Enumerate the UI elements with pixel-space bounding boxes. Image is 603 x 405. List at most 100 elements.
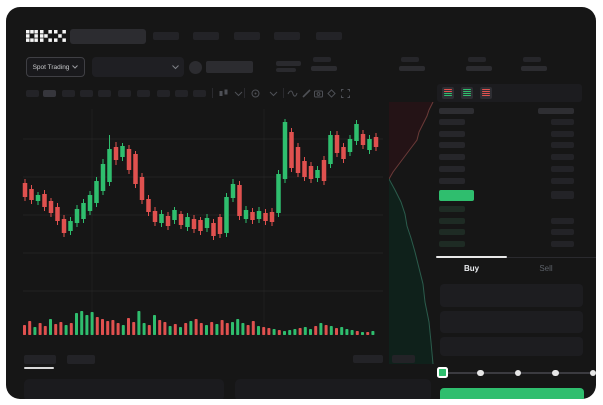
volume-bar <box>288 330 292 335</box>
stat-label-placeholder <box>523 57 541 62</box>
last-price-placeholder <box>276 61 301 66</box>
timeframe-button[interactable] <box>175 90 188 97</box>
chevron-down-icon[interactable] <box>268 88 279 99</box>
candle <box>276 170 281 217</box>
bottom-action-1[interactable] <box>353 355 383 363</box>
price-field[interactable] <box>440 311 583 333</box>
timeframe-button[interactable] <box>137 90 150 97</box>
nav-item[interactable] <box>234 32 260 40</box>
order-type-field[interactable] <box>440 284 583 307</box>
volume-bar <box>184 323 188 335</box>
candle <box>243 206 249 223</box>
slider-stop[interactable] <box>514 369 522 377</box>
timeframe-button[interactable] <box>26 90 39 97</box>
search-input[interactable] <box>70 29 146 44</box>
bottom-tab-order-history[interactable] <box>67 355 95 364</box>
candle <box>328 131 333 168</box>
nav-item[interactable] <box>316 32 342 40</box>
orderbook-ask-row[interactable] <box>439 154 465 161</box>
candle <box>87 191 93 215</box>
tab-buy[interactable]: Buy <box>463 264 480 273</box>
orderbook-ask-row[interactable] <box>439 130 465 137</box>
orderbook-ask-row[interactable] <box>439 142 465 149</box>
candle <box>341 143 346 163</box>
orderbook-ask-row[interactable] <box>439 165 465 172</box>
timeframe-button[interactable] <box>80 90 93 97</box>
buy-submit-button[interactable] <box>440 388 584 399</box>
volume-bar <box>251 321 255 335</box>
stat-label-placeholder <box>313 57 331 62</box>
view-combined-book-icon[interactable] <box>442 87 454 99</box>
orderbook-last-price[interactable] <box>439 190 474 201</box>
orderbook-ask-row[interactable] <box>439 177 465 184</box>
candle <box>74 205 80 227</box>
volume-bar <box>179 327 182 335</box>
volume-bar <box>293 329 297 335</box>
orderbook-ask-row[interactable] <box>439 119 465 125</box>
candle <box>22 179 28 201</box>
candle <box>204 214 210 232</box>
market-type-dropdown[interactable]: Spot Trading <box>26 57 85 77</box>
orderbook-last-amount <box>551 191 574 199</box>
view-asks-only-icon[interactable] <box>480 87 492 99</box>
bottom-action-2[interactable] <box>392 355 415 363</box>
timeframe-button[interactable] <box>98 90 111 97</box>
timeframe-button[interactable] <box>193 90 206 97</box>
nav-item[interactable] <box>193 32 219 40</box>
volume-bar <box>121 325 125 335</box>
volume-bar <box>319 323 323 335</box>
pair-selector-dropdown[interactable] <box>92 57 184 77</box>
amount-field[interactable] <box>440 337 583 356</box>
volume-bar <box>340 327 344 335</box>
indicators-icon[interactable] <box>250 88 261 99</box>
slider-stop[interactable] <box>552 369 559 377</box>
candle <box>61 215 67 237</box>
candle <box>159 210 164 227</box>
camera-icon[interactable] <box>313 88 324 99</box>
volume-bar <box>28 321 32 335</box>
depth-profile <box>389 102 434 365</box>
volume-bar <box>257 326 260 335</box>
slider-stop[interactable] <box>477 369 484 377</box>
timeframe-button[interactable] <box>157 90 170 97</box>
timeframe-button[interactable] <box>118 90 131 97</box>
bottom-tab-open-orders[interactable] <box>24 355 56 364</box>
nav-item[interactable] <box>274 32 300 40</box>
orderbook-bid-row[interactable] <box>439 217 465 224</box>
draw-icon[interactable] <box>301 88 312 99</box>
line-style-icon[interactable] <box>287 88 298 99</box>
candle <box>172 207 177 224</box>
volume-bar <box>199 323 203 335</box>
volume-bar <box>168 326 172 335</box>
candle <box>373 133 379 151</box>
chevron-down-icon[interactable] <box>233 88 244 99</box>
candle <box>347 135 353 156</box>
timeframe-button[interactable] <box>43 90 56 97</box>
volume-bar <box>283 331 286 335</box>
candle <box>120 143 125 161</box>
candle <box>48 198 54 217</box>
price-chart[interactable] <box>6 7 596 399</box>
candle <box>308 162 314 183</box>
timeframe-button[interactable] <box>62 90 75 97</box>
tab-sell[interactable]: Sell <box>539 264 553 273</box>
slider-handle[interactable] <box>437 367 448 378</box>
nav-item[interactable] <box>153 32 179 40</box>
fullscreen-icon[interactable] <box>340 88 351 99</box>
view-bids-only-icon[interactable] <box>461 87 473 99</box>
settings-icon[interactable] <box>326 88 337 99</box>
chevron-down-icon <box>72 65 79 69</box>
bottom-active-tab-underline <box>24 367 54 369</box>
orderbook-bid-row[interactable] <box>439 229 465 236</box>
chart-type-icon[interactable] <box>218 88 229 99</box>
volume-bar <box>153 315 156 335</box>
slider-stop[interactable] <box>589 369 596 377</box>
orderbook-bid-row[interactable] <box>439 206 465 212</box>
orderbook-bid-row[interactable] <box>439 241 465 248</box>
orderbook-ask-amount <box>551 119 574 125</box>
volume-bar <box>64 325 68 335</box>
candle <box>354 120 359 145</box>
candle <box>334 131 340 157</box>
app-window: Spot Trading Buy Sell <box>6 7 596 399</box>
volume-bar <box>246 325 250 335</box>
